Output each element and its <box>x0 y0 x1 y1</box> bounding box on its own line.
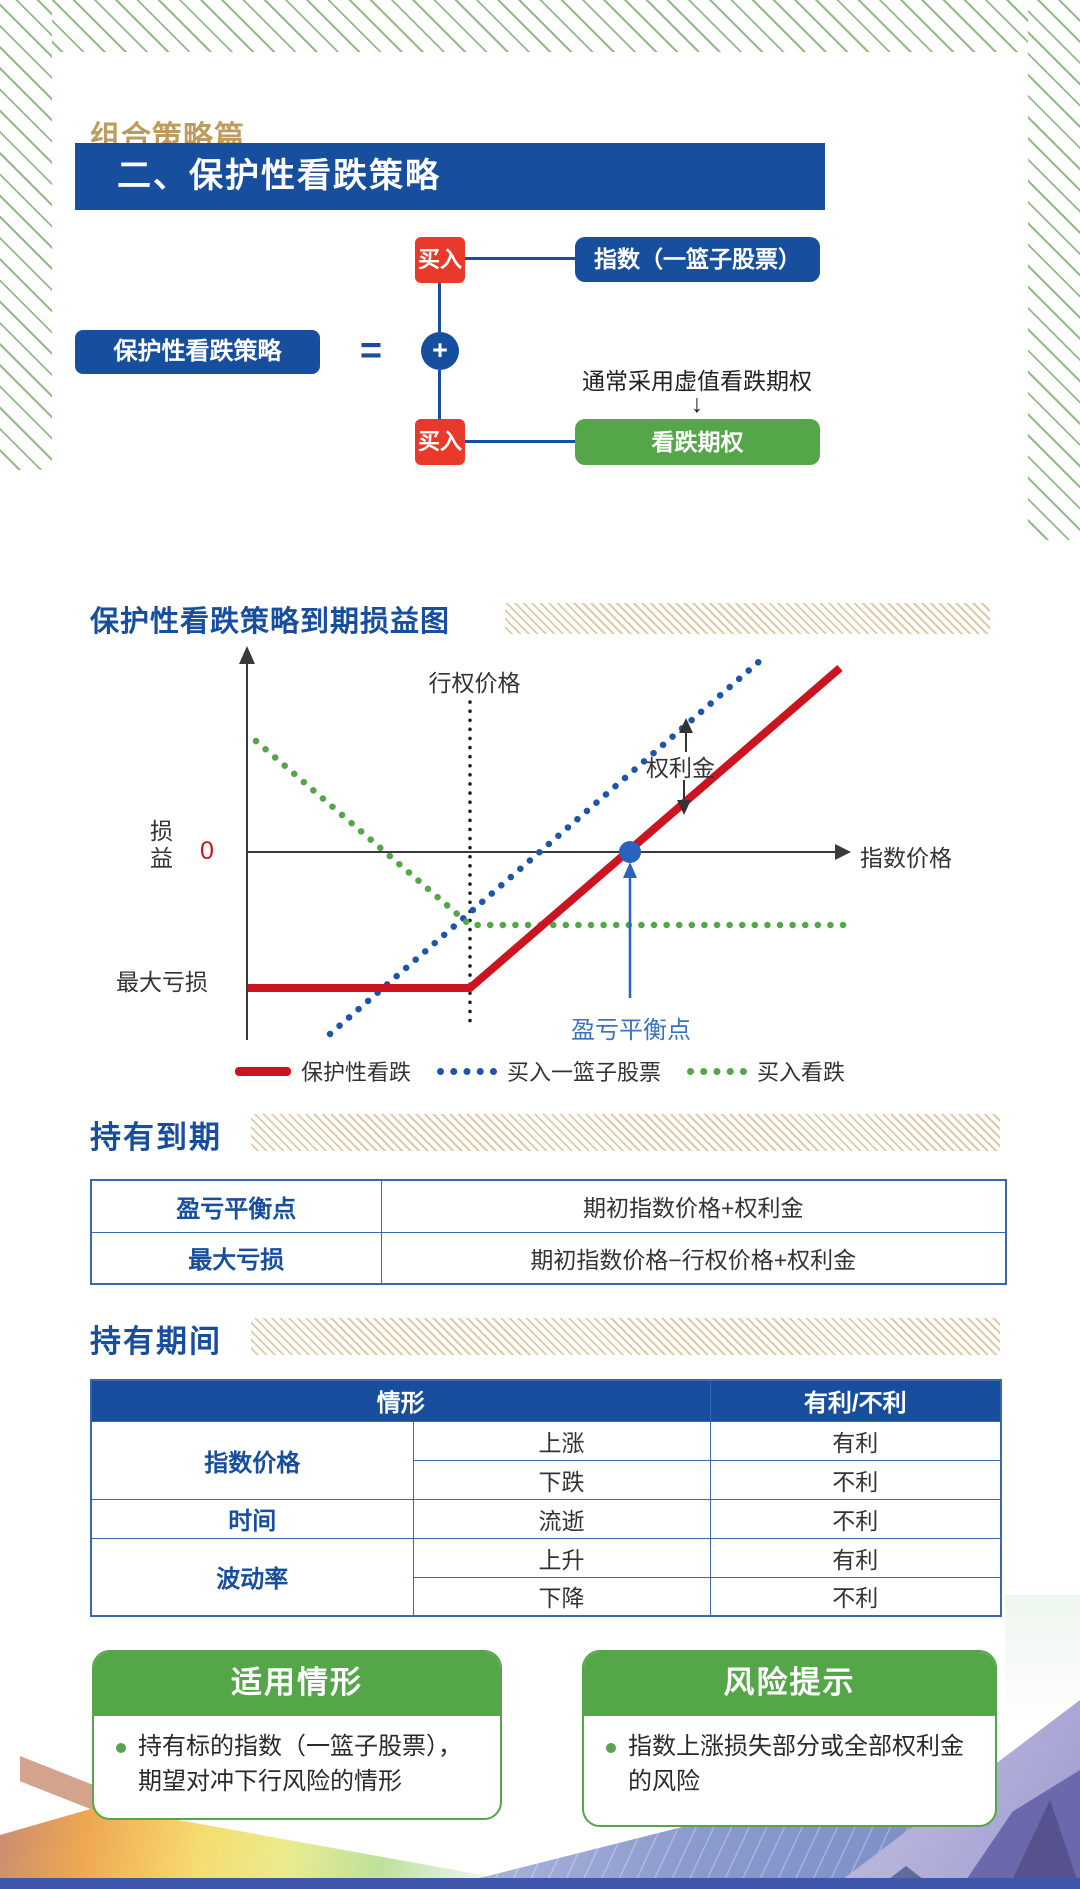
suitable-scenarios-list: 持有标的指数（一篮子股票），期望对冲下行风险的情形 <box>94 1716 500 1810</box>
x-axis-arrow-icon <box>835 844 851 860</box>
legend-label: 保护性看跌 <box>300 1060 411 1085</box>
risk-warning-box: 风险提示 指数上涨损失部分或全部权利金的风险 <box>582 1650 997 1827</box>
legend-label: 买入一篮子股票 <box>506 1060 661 1085</box>
green-dotted-swatch-icon <box>687 1067 747 1075</box>
connector-top-vertical <box>438 283 441 332</box>
payoff-title-hatch-strip <box>505 603 990 634</box>
down-arrow-icon: ↓ <box>690 390 704 418</box>
series-long-basket <box>326 655 766 1038</box>
otm-note: 通常采用虚值看跌期权 <box>582 368 812 394</box>
strategy-box: 保护性看跌策略 <box>75 330 320 374</box>
salmon-wedge-decoration <box>20 1756 98 1812</box>
page-title: 二、保护性看跌策略 <box>75 143 825 210</box>
holding-period-title: 持有期间 <box>90 1324 222 1359</box>
suitable-scenarios-box: 适用情形 持有标的指数（一篮子股票），期望对冲下行风险的情形 <box>92 1650 502 1820</box>
table-row: 盈亏平衡点 期初指数价格+权利金 <box>90 1179 1007 1233</box>
risk-warning-header: 风险提示 <box>584 1652 995 1716</box>
factor-time: 时间 <box>90 1498 414 1539</box>
connector-top-horizontal <box>465 257 575 260</box>
buy-tag-top: 买入 <box>415 237 465 283</box>
breakeven-row-label: 盈亏平衡点 <box>90 1179 382 1233</box>
bottom-blue-strip <box>0 1878 1080 1889</box>
max-loss-row-value: 期初指数价格−行权价格+权利金 <box>380 1231 1007 1285</box>
premium-label: 权利金 <box>646 755 715 781</box>
header-scenario: 情形 <box>90 1379 711 1422</box>
scenario-cell: 上升 <box>412 1537 711 1578</box>
premium-arrow-up-head-icon <box>679 718 693 733</box>
blue-dotted-swatch-icon <box>436 1067 497 1075</box>
y-axis-arrow-icon <box>239 646 255 664</box>
table-row: 下降 不利 <box>91 1576 1002 1617</box>
table-row: 时间 流逝 不利 <box>90 1498 1002 1539</box>
scenario-cell: 下降 <box>412 1576 711 1617</box>
factor-volatility: 波动率 <box>90 1537 414 1617</box>
series-long-put <box>252 737 849 929</box>
breakeven-arrow-head-icon <box>623 862 637 878</box>
premium-arrow-down-head-icon <box>677 800 691 815</box>
asset-box-index: 指数（一篮子股票） <box>575 237 820 282</box>
max-loss-row-label: 最大亏损 <box>90 1231 382 1285</box>
header-impact: 有利/不利 <box>709 1379 1002 1422</box>
list-item: 指数上涨损失部分或全部权利金的风险 <box>606 1730 977 1800</box>
risk-warning-list: 指数上涨损失部分或全部权利金的风险 <box>584 1716 995 1810</box>
impact-cell: 不利 <box>709 1576 1002 1617</box>
list-item: 持有标的指数（一篮子股票），期望对冲下行风险的情形 <box>116 1730 482 1800</box>
series-protective-put <box>248 664 843 992</box>
payoff-section-title: 保护性看跌策略到期损益图 <box>90 606 451 638</box>
impact-cell: 有利 <box>709 1420 1002 1461</box>
table-row: 最大亏损 期初指数价格−行权价格+权利金 <box>90 1231 1007 1285</box>
table-row: 指数价格 上涨 有利 <box>90 1420 1002 1500</box>
zero-label: 0 <box>200 837 214 865</box>
max-loss-label: 最大亏损 <box>116 969 208 995</box>
x-axis-label: 指数价格 <box>860 845 952 871</box>
payoff-chart <box>239 646 851 1040</box>
y-axis-label: 损益 <box>150 818 173 871</box>
scenario-cell: 下跌 <box>412 1459 711 1500</box>
table-row: 下跌 不利 <box>91 1459 1002 1500</box>
connector-bottom-horizontal <box>465 440 575 443</box>
scenario-cell: 流逝 <box>412 1498 711 1539</box>
impact-cell: 不利 <box>709 1498 1002 1539</box>
equals-sign: = <box>359 330 383 372</box>
plus-icon: + <box>421 332 459 370</box>
scenario-cell: 上涨 <box>412 1420 711 1461</box>
right-hatch-border <box>1028 0 1080 540</box>
mint-glow-decoration <box>1005 1595 1080 1725</box>
impact-cell: 不利 <box>709 1459 1002 1500</box>
breakeven-row-value: 期初指数价格+权利金 <box>380 1179 1007 1233</box>
hold-to-expiry-title: 持有到期 <box>90 1120 222 1155</box>
legend-item-basket: 买入一篮子股票 <box>436 1055 661 1087</box>
top-hatch-border <box>0 0 1080 52</box>
chart-legend: 保护性看跌 买入一篮子股票 买入看跌 <box>140 1054 940 1088</box>
hold-to-expiry-table: 盈亏平衡点 期初指数价格+权利金 最大亏损 期初指数价格−行权价格+权利金 <box>90 1179 1007 1285</box>
holding-period-hatch-strip <box>251 1318 1000 1355</box>
breakeven-point-marker <box>619 841 641 863</box>
left-hatch-border <box>0 0 52 470</box>
asset-box-put: 看跌期权 <box>575 419 820 465</box>
table-row: 波动率 上升 有利 <box>90 1537 1002 1617</box>
connector-bottom-vertical <box>438 370 441 419</box>
suitable-scenarios-header: 适用情形 <box>94 1652 500 1716</box>
hold-to-expiry-hatch-strip <box>251 1114 1000 1151</box>
holding-period-table: 情形 有利/不利 指数价格 上涨 有利 下跌 不利 时间 流逝 不利 波动率 上… <box>90 1379 1002 1617</box>
breakeven-label: 盈亏平衡点 <box>571 1017 691 1044</box>
buy-tag-bottom: 买入 <box>415 419 465 465</box>
table-header-row: 情形 有利/不利 <box>90 1379 1002 1422</box>
red-solid-swatch-icon <box>234 1066 291 1076</box>
legend-item-protective-put: 保护性看跌 <box>234 1055 411 1087</box>
impact-cell: 有利 <box>709 1537 1002 1578</box>
strike-price-label: 行权价格 <box>428 670 521 696</box>
legend-item-long-put: 买入看跌 <box>687 1055 845 1087</box>
factor-index-price: 指数价格 <box>90 1420 414 1500</box>
legend-label: 买入看跌 <box>757 1060 846 1085</box>
